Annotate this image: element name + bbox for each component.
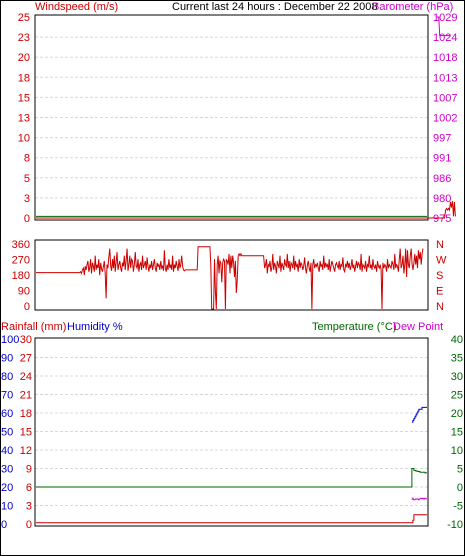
compass-tick-label: N <box>436 239 444 251</box>
barometer-tick-label: 1024 <box>433 32 457 44</box>
windspeed-tick-label: 13 <box>18 113 30 125</box>
wind-direction-tick-label: 0 <box>24 301 30 313</box>
wind-direction-tick-label: 360 <box>12 239 30 251</box>
barometer-line <box>436 16 451 37</box>
humidity-tick-label: 70 <box>1 390 13 402</box>
temperature-tick-label: 15 <box>451 427 463 439</box>
humidity-tick-label: 50 <box>1 427 13 439</box>
windspeed-tick-label: 25 <box>18 12 30 24</box>
top-series <box>36 16 456 219</box>
wind-direction-tick-label: 270 <box>12 255 30 267</box>
barometer-tick-label: 991 <box>433 153 451 165</box>
rainfall-tick-label: 6 <box>26 482 32 494</box>
wind-direction-tick-label: 180 <box>12 270 30 282</box>
temperature-tick-label: 30 <box>451 371 463 383</box>
middle-plot-frame <box>34 239 429 311</box>
windspeed-tick-label: 18 <box>18 72 30 84</box>
humidity-line <box>411 406 427 423</box>
humidity-axis-label: Humidity % <box>67 321 123 333</box>
barometer-tick-label: 986 <box>433 173 451 185</box>
temperature-tick-label: -5 <box>453 501 463 513</box>
temperature-tick-label: 0 <box>457 482 463 494</box>
barometer-tick-label: 1018 <box>433 52 457 64</box>
windspeed-tick-label: 10 <box>18 133 30 145</box>
barometer-tick-label: 1013 <box>433 72 457 84</box>
temperature-tick-label: 40 <box>451 334 463 346</box>
rainfall-tick-label: 27 <box>20 353 32 365</box>
rainfall-tick-label: 21 <box>20 390 32 402</box>
barometer-tick-label: 997 <box>433 133 451 145</box>
top-panel: Windspeed (m/s) Current last 24 hours : … <box>18 1 458 225</box>
compass-tick-label: S <box>436 270 443 282</box>
rainfall-line <box>36 514 427 524</box>
middle-left-ticks: 360 270 180 90 0 <box>12 239 30 313</box>
rainfall-tick-label: 12 <box>20 445 32 457</box>
humidity-tick-label: 0 <box>1 519 7 531</box>
rainfall-tick-label: 30 <box>20 334 32 346</box>
bottom-panel: Rainfall (mm) Humidity % Temperature (°C… <box>1 321 463 531</box>
humidity-tick-label: 20 <box>1 482 13 494</box>
humidity-tick-label: 30 <box>1 464 13 476</box>
windspeed-tick-label: 20 <box>18 52 30 64</box>
humidity-tick-label: 40 <box>1 445 13 457</box>
temperature-tick-label: 35 <box>451 353 463 365</box>
rainfall-tick-label: 0 <box>26 519 32 531</box>
temperature-tick-label: 5 <box>457 464 463 476</box>
windspeed-tick-label: 3 <box>24 193 30 205</box>
compass-tick-label: E <box>436 286 443 298</box>
wind-direction-line <box>36 246 424 310</box>
temperature-tick-label: 10 <box>451 445 463 457</box>
top-plot-frame <box>34 14 429 221</box>
windspeed-tick-label: 15 <box>18 92 30 104</box>
bottom-plot-frame <box>34 337 429 527</box>
dewpoint-axis-label: Dew Point <box>393 321 443 333</box>
humidity-tick-label: 90 <box>1 353 13 365</box>
barometer-tick-label: 980 <box>433 193 451 205</box>
rainfall-tick-label: 3 <box>26 501 32 513</box>
compass-tick-label: W <box>436 255 447 267</box>
wind-gust-line <box>36 201 456 219</box>
barometer-tick-label: 975 <box>433 213 451 225</box>
temperature-line <box>36 468 427 488</box>
chart-header: Current last 24 hours : December 22 2008 <box>172 1 377 13</box>
rainfall-tick-label: 15 <box>20 427 32 439</box>
windspeed-tick-label: 5 <box>24 173 30 185</box>
humidity-tick-label: 10 <box>1 501 13 513</box>
temperature-tick-label: 25 <box>451 390 463 402</box>
humidity-tick-label: 80 <box>1 371 13 383</box>
barometer-tick-label: 1029 <box>433 12 457 24</box>
windspeed-tick-label: 23 <box>18 32 30 44</box>
windspeed-axis-label: Windspeed (m/s) <box>35 1 118 13</box>
humidity-tick-label: 60 <box>1 408 13 420</box>
rainfall-tick-label: 24 <box>20 371 32 383</box>
barometer-axis-label: Barometer (hPa) <box>372 1 453 13</box>
rainfall-tick-label: 18 <box>20 408 32 420</box>
middle-series <box>36 246 424 310</box>
temperature-axis-label: Temperature (°C) <box>312 321 396 333</box>
temperature-tick-label: -10 <box>447 519 463 531</box>
dewpoint-line <box>411 497 427 501</box>
top-left-ticks: 25 23 20 18 15 13 10 8 5 3 0 <box>18 12 30 225</box>
wind-direction-tick-label: 90 <box>18 286 30 298</box>
barometer-tick-label: 1002 <box>433 113 457 125</box>
top-grid <box>35 36 428 199</box>
rainfall-tick-label: 9 <box>26 464 32 476</box>
top-right-ticks: 1029 1024 1018 1013 1007 1002 997 991 986 980 975 <box>433 12 457 225</box>
windspeed-tick-label: 8 <box>24 153 30 165</box>
barometer-tick-label: 1007 <box>433 92 457 104</box>
temperature-tick-label: 20 <box>451 408 463 420</box>
temperature-ticks: 40 35 30 25 20 15 10 5 0 -5 -10 <box>447 334 463 531</box>
compass-tick-label: N <box>436 301 444 313</box>
windspeed-tick-label: 0 <box>24 213 30 225</box>
humidity-tick-label: 100 <box>1 334 19 346</box>
bottom-series <box>36 406 427 524</box>
rainfall-axis-label: Rainfall (mm) <box>1 321 66 333</box>
